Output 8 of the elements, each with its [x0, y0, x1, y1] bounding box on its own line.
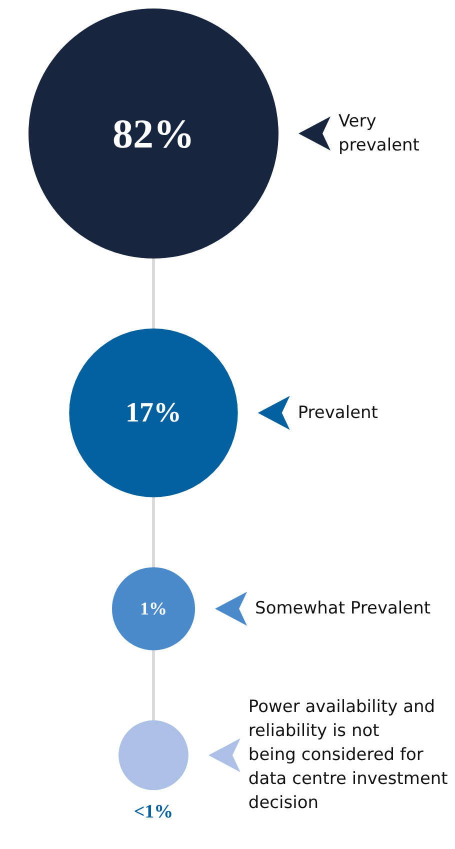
data-label: 17% [126, 397, 182, 428]
data-label: <1% [134, 802, 174, 823]
category-label: Power availability and reliability is not being considered for data centre investment decision [248, 697, 448, 814]
data-label: 1% [140, 598, 167, 619]
category-label: Prevalent [298, 402, 378, 423]
data-label: 82% [112, 110, 194, 156]
category-label: Somewhat Prevalent [255, 598, 431, 619]
category-label: Very prevalent [338, 112, 420, 156]
